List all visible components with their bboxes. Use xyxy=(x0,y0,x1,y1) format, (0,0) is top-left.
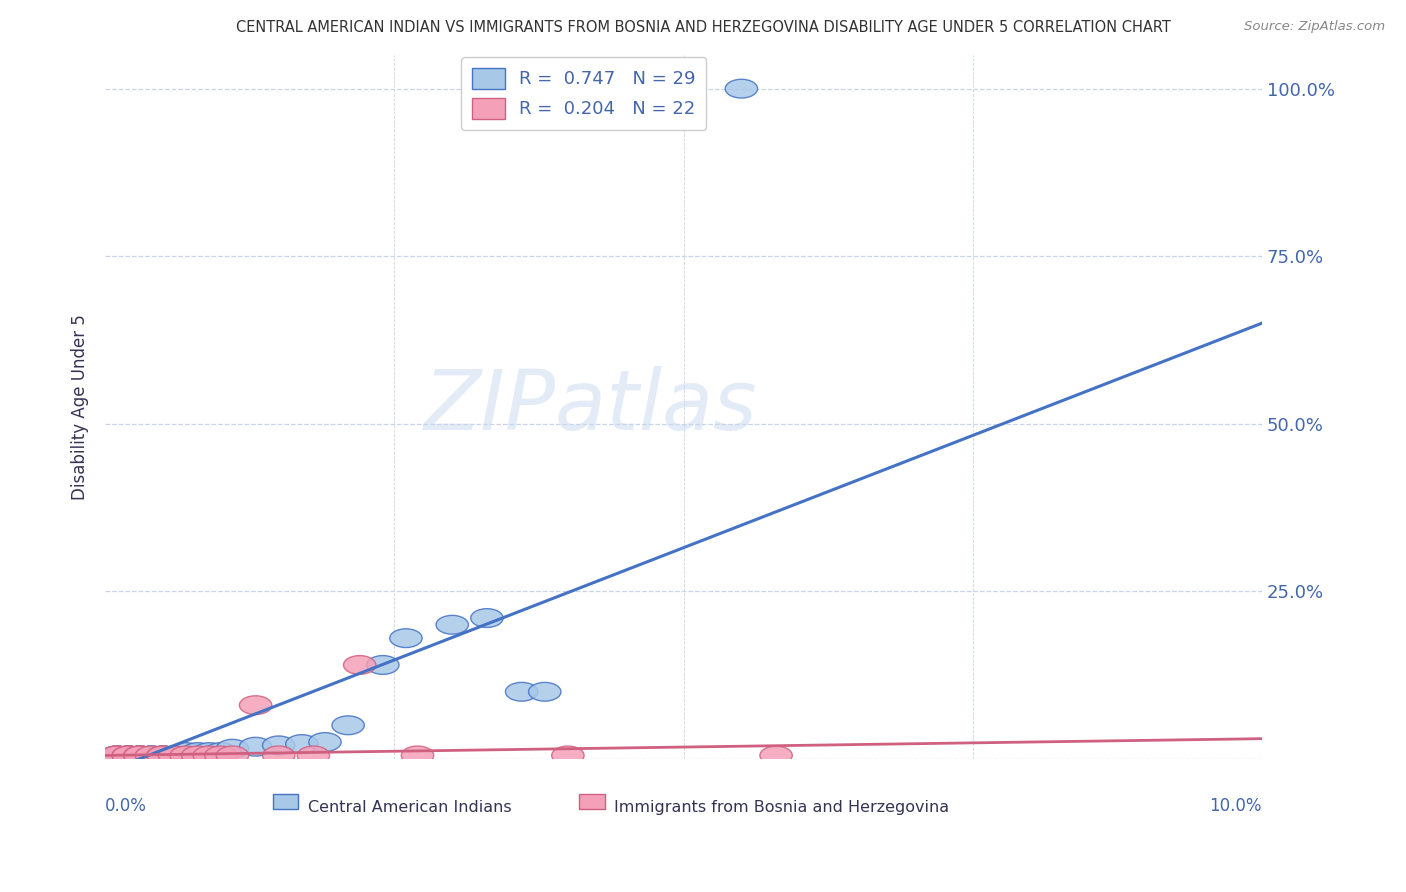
Ellipse shape xyxy=(297,746,329,764)
Text: 0.0%: 0.0% xyxy=(105,797,148,815)
Ellipse shape xyxy=(101,746,134,764)
Ellipse shape xyxy=(551,746,583,764)
Ellipse shape xyxy=(193,746,225,764)
Ellipse shape xyxy=(146,746,179,764)
Ellipse shape xyxy=(101,746,134,764)
Ellipse shape xyxy=(124,746,156,764)
Ellipse shape xyxy=(217,746,249,764)
Ellipse shape xyxy=(263,736,295,755)
Ellipse shape xyxy=(725,79,758,98)
Ellipse shape xyxy=(529,682,561,701)
Ellipse shape xyxy=(101,746,134,764)
FancyBboxPatch shape xyxy=(579,794,605,809)
Ellipse shape xyxy=(112,746,145,764)
Ellipse shape xyxy=(193,743,225,762)
Ellipse shape xyxy=(471,608,503,627)
Ellipse shape xyxy=(389,629,422,648)
Ellipse shape xyxy=(401,746,433,764)
Ellipse shape xyxy=(759,746,793,764)
Text: ZIPatlas: ZIPatlas xyxy=(425,367,758,448)
Ellipse shape xyxy=(217,739,249,758)
Text: 10.0%: 10.0% xyxy=(1209,797,1263,815)
Ellipse shape xyxy=(159,746,191,764)
Text: CENTRAL AMERICAN INDIAN VS IMMIGRANTS FROM BOSNIA AND HERZEGOVINA DISABILITY AGE: CENTRAL AMERICAN INDIAN VS IMMIGRANTS FR… xyxy=(236,20,1170,35)
Ellipse shape xyxy=(159,746,191,764)
Ellipse shape xyxy=(285,735,318,754)
Ellipse shape xyxy=(436,615,468,634)
Y-axis label: Disability Age Under 5: Disability Age Under 5 xyxy=(72,314,89,500)
Ellipse shape xyxy=(135,746,167,764)
Ellipse shape xyxy=(124,746,156,764)
Ellipse shape xyxy=(170,746,202,764)
Ellipse shape xyxy=(135,746,167,764)
Ellipse shape xyxy=(124,746,156,764)
Ellipse shape xyxy=(309,732,342,751)
Ellipse shape xyxy=(205,746,238,764)
Ellipse shape xyxy=(112,746,145,764)
Ellipse shape xyxy=(159,746,191,764)
Ellipse shape xyxy=(124,746,156,764)
Ellipse shape xyxy=(146,746,179,764)
Ellipse shape xyxy=(170,743,202,762)
Ellipse shape xyxy=(112,746,145,764)
Text: Source: ZipAtlas.com: Source: ZipAtlas.com xyxy=(1244,20,1385,33)
Ellipse shape xyxy=(505,682,538,701)
Ellipse shape xyxy=(367,656,399,674)
Text: Immigrants from Bosnia and Herzegovina: Immigrants from Bosnia and Herzegovina xyxy=(614,799,949,814)
Ellipse shape xyxy=(146,746,179,764)
Ellipse shape xyxy=(239,738,271,756)
FancyBboxPatch shape xyxy=(273,794,298,809)
Ellipse shape xyxy=(205,743,238,762)
Ellipse shape xyxy=(343,656,375,674)
Ellipse shape xyxy=(112,746,145,764)
Text: Central American Indians: Central American Indians xyxy=(308,799,512,814)
Ellipse shape xyxy=(101,746,134,764)
Ellipse shape xyxy=(146,746,179,764)
Ellipse shape xyxy=(135,746,167,764)
Ellipse shape xyxy=(181,743,214,762)
Ellipse shape xyxy=(263,746,295,764)
Ellipse shape xyxy=(239,696,271,714)
Ellipse shape xyxy=(332,716,364,735)
Ellipse shape xyxy=(181,746,214,764)
Legend: R =  0.747   N = 29, R =  0.204   N = 22: R = 0.747 N = 29, R = 0.204 N = 22 xyxy=(461,57,706,129)
